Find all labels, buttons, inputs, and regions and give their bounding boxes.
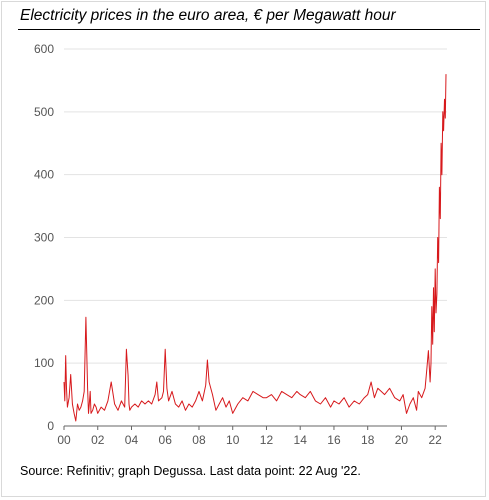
x-tick-label-02: 02 xyxy=(91,433,105,447)
x-tick-label-12: 12 xyxy=(260,433,274,447)
y-axis-ticks: 0 100 200 300 400 500 600 xyxy=(34,42,54,433)
y-tick-label-300: 300 xyxy=(34,231,54,245)
y-tick-label-500: 500 xyxy=(34,105,54,119)
x-tick-label-14: 14 xyxy=(294,433,308,447)
series-line xyxy=(63,74,447,422)
chart-plot: 0 100 200 300 400 500 600 00 02 04 06 08 10 12 14 16 18… xyxy=(34,42,447,447)
y-tick-label-400: 400 xyxy=(34,168,54,182)
x-tick-label-10: 10 xyxy=(226,433,240,447)
source-note: Source: Refinitiv; graph Degussa. Last d… xyxy=(20,464,361,478)
x-tick-label-16: 16 xyxy=(327,433,341,447)
grid-lines xyxy=(64,48,447,364)
x-axis-ticks: 00 02 04 06 08 10 12 14 16 18 20 22 xyxy=(57,426,442,447)
x-tick-label-22: 22 xyxy=(429,433,443,447)
y-tick-label-600: 600 xyxy=(34,42,54,56)
y-tick-label-200: 200 xyxy=(34,293,54,307)
title-underline xyxy=(18,29,480,30)
x-tick-label-04: 04 xyxy=(125,433,139,447)
x-tick-label-20: 20 xyxy=(395,433,409,447)
y-tick-label-0: 0 xyxy=(47,419,54,433)
y-tick-label-100: 100 xyxy=(34,356,54,370)
x-tick-label-00: 00 xyxy=(57,433,71,447)
x-tick-label-08: 08 xyxy=(192,433,206,447)
x-tick-label-06: 06 xyxy=(159,433,173,447)
chart-title: Electricity prices in the euro area, € p… xyxy=(20,7,396,24)
x-tick-label-18: 18 xyxy=(361,433,375,447)
